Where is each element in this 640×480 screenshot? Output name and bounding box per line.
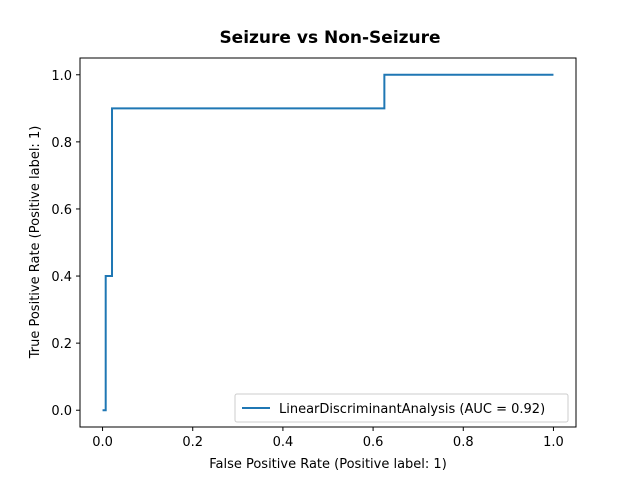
- y-axis-label: True Positive Rate (Positive label: 1): [28, 126, 43, 360]
- chart-title: Seizure vs Non-Seizure: [219, 28, 440, 48]
- legend-label: LinearDiscriminantAnalysis (AUC = 0.92): [279, 402, 545, 417]
- roc-curve-line: [102, 73, 554, 412]
- plot-area-frame: [79, 57, 577, 428]
- y-tick-label: 0.2: [51, 337, 72, 352]
- series-layer: [102, 73, 554, 412]
- x-tick-label: 0.6: [363, 435, 384, 450]
- x-tick-label: 0.4: [273, 435, 294, 450]
- x-tick-label: 0.0: [92, 435, 113, 450]
- x-tick-label: 1.0: [543, 435, 564, 450]
- x-axis: 0.0 0.2 0.4 0.6 0.8 1.0: [92, 427, 564, 450]
- y-tick-label: 0.4: [51, 270, 72, 285]
- x-tick-label: 0.8: [453, 435, 474, 450]
- y-tick-label: 1.0: [51, 69, 72, 84]
- y-tick-label: 0.0: [51, 404, 72, 419]
- y-axis: 0.0 0.2 0.4 0.6 0.8 1.0: [51, 69, 80, 419]
- y-tick-label: 0.8: [51, 136, 72, 151]
- legend: LinearDiscriminantAnalysis (AUC = 0.92): [234, 393, 569, 423]
- x-tick-label: 0.2: [182, 435, 203, 450]
- x-axis-label: False Positive Rate (Positive label: 1): [209, 457, 447, 472]
- y-tick-label: 0.6: [51, 203, 72, 218]
- legend-box: [234, 393, 569, 423]
